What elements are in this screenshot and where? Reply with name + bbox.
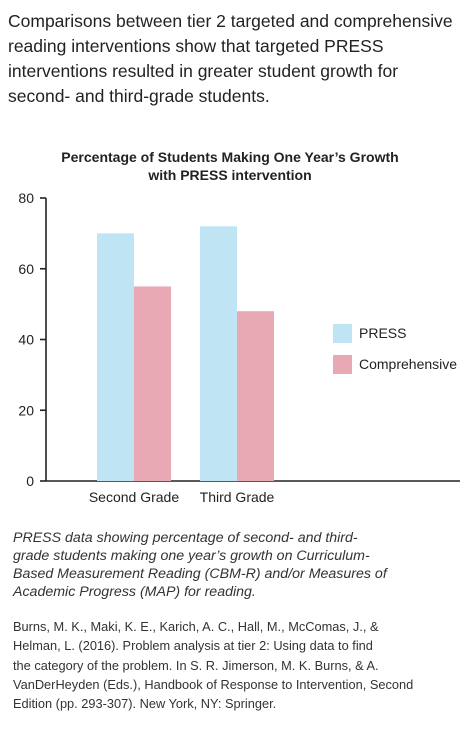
legend-label: PRESS — [359, 325, 406, 341]
figure-caption: PRESS data showing percentage of second-… — [13, 529, 458, 601]
y-tick-label: 0 — [26, 473, 34, 489]
reference-line: the category of the problem. In S. R. Ji… — [13, 657, 379, 673]
y-tick-label: 20 — [18, 402, 34, 418]
y-tick-label: 80 — [18, 190, 34, 206]
bar-comprehensive-1 — [134, 286, 171, 481]
reference-line: Burns, M. K., Maki, K. E., Karich, A. C.… — [13, 619, 379, 634]
legend-swatch-press — [333, 324, 352, 343]
legend-label: Comprehensive — [359, 356, 457, 372]
intro-text: Comparisons between tier 2 targeted and … — [8, 9, 460, 109]
reference-line: VanDerHeyden (Eds.), Handbook of Respons… — [13, 676, 414, 692]
bar-chart: 0 20 40 60 80 Second Grade Third Grade PRESS Com… — [18, 190, 460, 505]
bar-press-2 — [200, 226, 237, 481]
legend-swatch-comprehensive — [333, 355, 352, 374]
chart-title: Percentage of Students Making One Year’s… — [20, 148, 440, 184]
chart-title-line: Percentage of Students Making One Year’s… — [61, 149, 399, 165]
intro-line: interventions resulted in greater studen… — [8, 61, 399, 81]
intro-line: reading interventions show that targeted… — [8, 36, 384, 56]
y-tick-label: 40 — [18, 332, 34, 348]
chart-title-line: with PRESS intervention — [148, 167, 312, 183]
reference-line: Edition (pp. 293-307). New York, NY: Spr… — [13, 696, 277, 712]
intro-line: second- and third-grade students. — [8, 86, 270, 106]
intro-line: Comparisons between tier 2 targeted and … — [8, 11, 453, 31]
caption-line: PRESS data showing percentage of second-… — [13, 530, 358, 546]
caption-line: Academic Progress (MAP) for reading. — [13, 584, 256, 600]
caption-line: grade students making one year’s growth … — [13, 548, 370, 564]
y-tick-label: 60 — [18, 261, 34, 277]
bar-press-1 — [97, 233, 134, 481]
caption-line: Based Measurement Reading (CBM-R) and/or… — [13, 566, 387, 582]
x-tick-label: Third Grade — [200, 489, 275, 505]
bar-comprehensive-2 — [237, 311, 274, 481]
reference-citation: Burns, M. K., Maki, K. E., Karich, A. C.… — [13, 617, 463, 713]
x-tick-label: Second Grade — [89, 489, 179, 505]
reference-line: Helman, L. (2016). Problem analysis at t… — [13, 638, 373, 654]
